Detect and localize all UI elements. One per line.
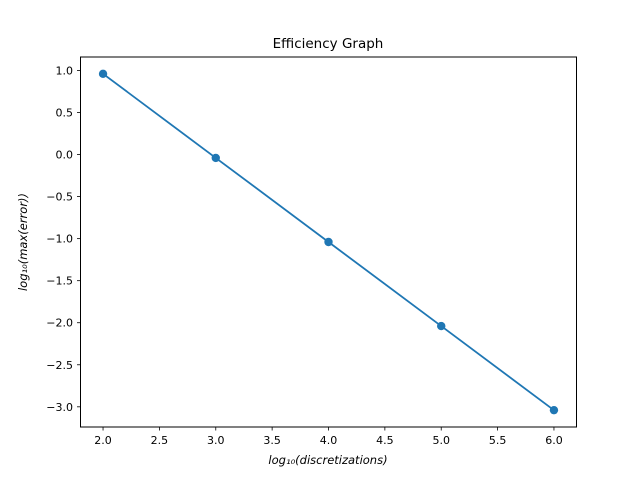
data-point (98, 69, 108, 79)
y-tick-label: 0.5 (56, 107, 74, 120)
data-series (98, 69, 559, 415)
x-tick-label: 3.5 (263, 434, 281, 447)
y-tick-label: 0.0 (56, 149, 74, 162)
x-tick-label: 6.0 (545, 434, 563, 447)
data-point (437, 321, 446, 331)
x-axis-ticks: 2.0 2.5 3.0 3.5 4.0 4.5 5.0 5.5 6.0 (94, 427, 563, 447)
y-tick-label: −2.0 (46, 317, 73, 330)
y-tick-label: −3.0 (46, 401, 73, 414)
data-point (324, 237, 333, 247)
y-axis-label: log₁₀(max(error)) (16, 193, 30, 291)
y-axis-ticks: 1.0 0.5 0.0 −0.5 −1.0 −1.5 −2.0 −2.5 −3.0 (46, 64, 81, 414)
y-tick-label: −0.5 (46, 191, 73, 204)
data-point (549, 405, 559, 415)
x-tick-label: 2.0 (94, 434, 112, 447)
y-tick-label: −2.5 (46, 359, 73, 372)
data-point (211, 153, 220, 163)
y-tick-label: 1.0 (56, 64, 74, 77)
x-tick-label: 4.0 (320, 434, 338, 447)
x-tick-label: 4.5 (376, 434, 394, 447)
x-axis-label: log₁₀(discretizations) (268, 453, 387, 467)
x-tick-label: 3.0 (207, 434, 225, 447)
chart-title: Efficiency Graph (273, 36, 384, 52)
x-tick-label: 5.0 (432, 434, 450, 447)
x-tick-label: 5.5 (489, 434, 507, 447)
y-tick-label: −1.5 (46, 275, 73, 288)
x-tick-label: 2.5 (151, 434, 169, 447)
y-tick-label: −1.0 (46, 233, 73, 246)
